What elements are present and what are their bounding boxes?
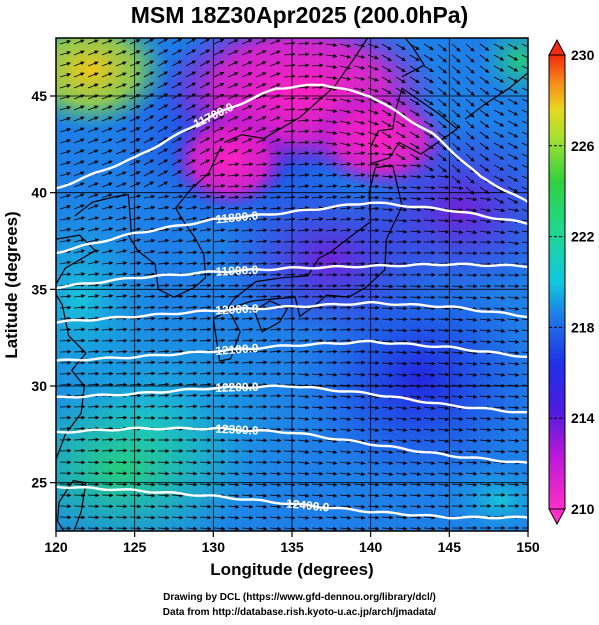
lat-lon-gridlines [56, 38, 528, 531]
contour-label: 11800.0 [215, 208, 259, 226]
contour-line [56, 83, 528, 203]
coastline [212, 309, 241, 362]
longitude-ticks: 120 125 130 135 140 145 150 [44, 531, 540, 555]
y-tick-label: 30 [31, 378, 47, 394]
coastline [253, 300, 289, 333]
coastline [127, 146, 222, 298]
coastline-outline [56, 38, 528, 531]
y-tick-label: 40 [31, 185, 47, 201]
y-tick-label: 35 [31, 281, 47, 297]
contour-line [56, 384, 528, 414]
x-axis-title: Longitude (degrees) [210, 560, 373, 579]
contour-label: 12100.0 [215, 341, 260, 358]
colorbar-label: 210 [571, 501, 595, 517]
x-tick-label: 120 [44, 539, 68, 555]
contour-label: 12400.0 [285, 496, 330, 514]
coastline [370, 87, 459, 165]
colorbar-top-triangle [548, 38, 566, 56]
wind-vector-field [59, 38, 528, 531]
credits: Drawing by DCL (https://www.gfd-dennou.o… [0, 590, 599, 620]
contour-line [56, 339, 528, 362]
x-tick-label: 135 [280, 539, 304, 555]
contour-line [56, 201, 528, 255]
colorbar-label: 222 [571, 229, 595, 245]
y-axis-title: Latitude (degrees) [2, 211, 21, 358]
temperature-colorbar: 210 214 218 222 226 230 [548, 38, 595, 526]
contour-label: 12000.0 [215, 301, 259, 317]
colorbar-label: 214 [571, 410, 595, 426]
contour-label: 12300.0 [215, 422, 259, 438]
credit-line-drawing: Drawing by DCL (https://www.gfd-dennou.o… [163, 592, 436, 603]
x-tick-label: 145 [438, 539, 462, 555]
colorbar-bottom-triangle [548, 508, 566, 526]
y-tick-label: 25 [31, 475, 47, 491]
credit-line-data: Data from http://database.rish.kyoto-u.a… [162, 607, 437, 618]
x-tick-label: 140 [359, 539, 383, 555]
x-tick-label: 130 [202, 539, 226, 555]
geopotential-height-contours: 11700.011800.011900.012000.012100.012200… [56, 83, 528, 520]
contour-label: 12200.0 [215, 380, 259, 395]
colorbar-label: 218 [571, 319, 595, 335]
coastline [224, 38, 369, 143]
y-tick-label: 45 [31, 88, 47, 104]
x-tick-label: 125 [123, 539, 147, 555]
x-tick-label: 150 [516, 539, 540, 555]
contour-label: 11900.0 [215, 263, 259, 279]
colorbar-label: 230 [571, 47, 595, 63]
coastline [226, 164, 403, 318]
contour-line [56, 262, 528, 290]
latitude-ticks: 25 30 35 40 45 [31, 88, 56, 491]
coastline [56, 234, 97, 460]
map-title: MSM 18Z30Apr2025 (200.0hPa) [130, 2, 469, 28]
temperature-shading [56, 38, 528, 531]
contour-line [56, 300, 528, 324]
contour-line [56, 485, 528, 520]
contour-line [56, 426, 528, 464]
coastline [401, 38, 426, 78]
colorbar-label: 226 [571, 138, 595, 154]
coastline [74, 193, 133, 236]
